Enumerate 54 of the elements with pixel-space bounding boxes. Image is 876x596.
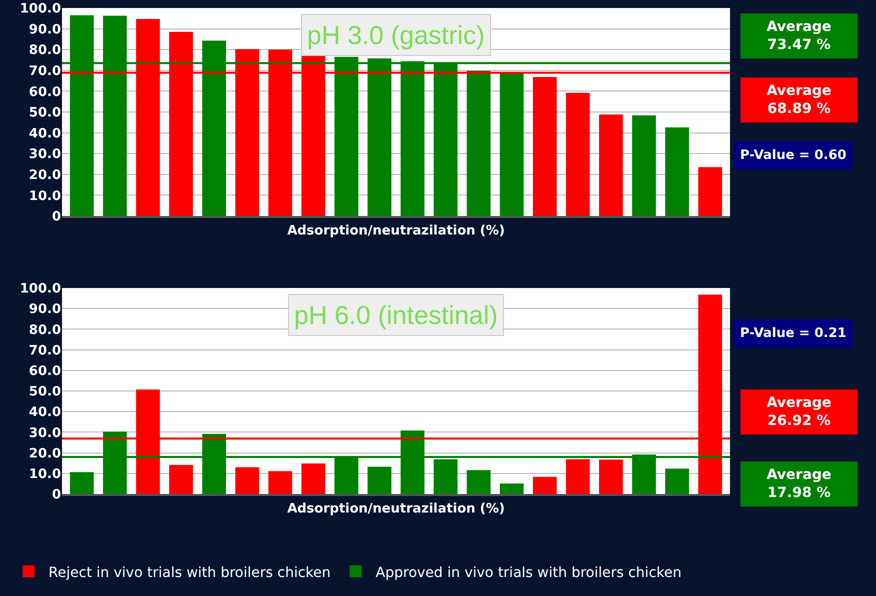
y-tick-label: 40.0 xyxy=(28,126,61,142)
y-tick-label: 10.0 xyxy=(28,188,61,204)
y-tick-label: 30.0 xyxy=(28,147,61,162)
y-tick-label: 60.0 xyxy=(28,364,61,379)
bar xyxy=(665,468,689,494)
y-tick-label: 50.0 xyxy=(28,384,61,400)
bar xyxy=(532,476,557,494)
y-tick-label: 0 xyxy=(52,210,61,225)
bar xyxy=(599,460,623,494)
y-tick-label: 70.0 xyxy=(28,64,61,79)
y-tick-label: 80.0 xyxy=(28,43,61,58)
bar xyxy=(566,92,590,216)
bar xyxy=(235,467,260,494)
y-tick-label: 90.0 xyxy=(28,22,61,38)
y-tick-label: 70.0 xyxy=(28,343,61,358)
text: P-Value = 0.60 xyxy=(740,148,846,163)
y-tick-label: 40.0 xyxy=(28,405,61,420)
y-tick-label: 90.0 xyxy=(28,302,61,318)
x-axis-title: Adsorption/neutrazilation (%) xyxy=(287,224,505,238)
x-axis-title: Adsorption/neutrazilation (%) xyxy=(287,502,505,516)
bar xyxy=(70,472,94,494)
y-tick-label: 0 xyxy=(52,488,61,503)
y-tick-label: 20.0 xyxy=(28,168,61,183)
text: P-Value = 0.21 xyxy=(740,326,846,341)
legend-label: Reject in vivo trials with broilers chicken xyxy=(48,564,331,581)
legend-label: Approved in vivo trials with broilers chicken xyxy=(376,564,682,581)
ref-line-label: Average 26.92 % xyxy=(766,395,832,430)
y-tick-label: 80.0 xyxy=(28,322,61,338)
bar xyxy=(368,466,392,494)
bar xyxy=(665,127,689,216)
text: pH 3.0 (gastric) xyxy=(307,20,485,50)
text: pH 6.0 (intestinal) xyxy=(294,300,498,330)
bar xyxy=(599,114,623,216)
bar xyxy=(169,464,193,494)
y-tick-label: 50.0 xyxy=(28,106,61,121)
y-tick-label: 10.0 xyxy=(28,466,61,482)
y-tick-label: 100.0 xyxy=(20,2,61,17)
bar xyxy=(698,167,722,216)
y-tick-label: 100.0 xyxy=(20,282,61,297)
y-tick-label: 30.0 xyxy=(28,426,61,441)
bar xyxy=(466,470,491,494)
y-tick-label: 60.0 xyxy=(28,84,61,100)
ref-line-label: Average 73.47 % xyxy=(766,19,832,54)
bar xyxy=(500,483,524,494)
bar xyxy=(268,471,292,494)
y-tick-label: 20.0 xyxy=(28,446,61,462)
bar xyxy=(632,115,656,216)
bar xyxy=(466,70,491,216)
bar xyxy=(500,73,524,216)
bar xyxy=(301,464,326,494)
ref-line-label: Average 68.89 % xyxy=(766,83,832,118)
bar xyxy=(566,459,590,494)
ref-line-label: Average 17.98 % xyxy=(766,467,832,502)
bar xyxy=(532,77,557,216)
